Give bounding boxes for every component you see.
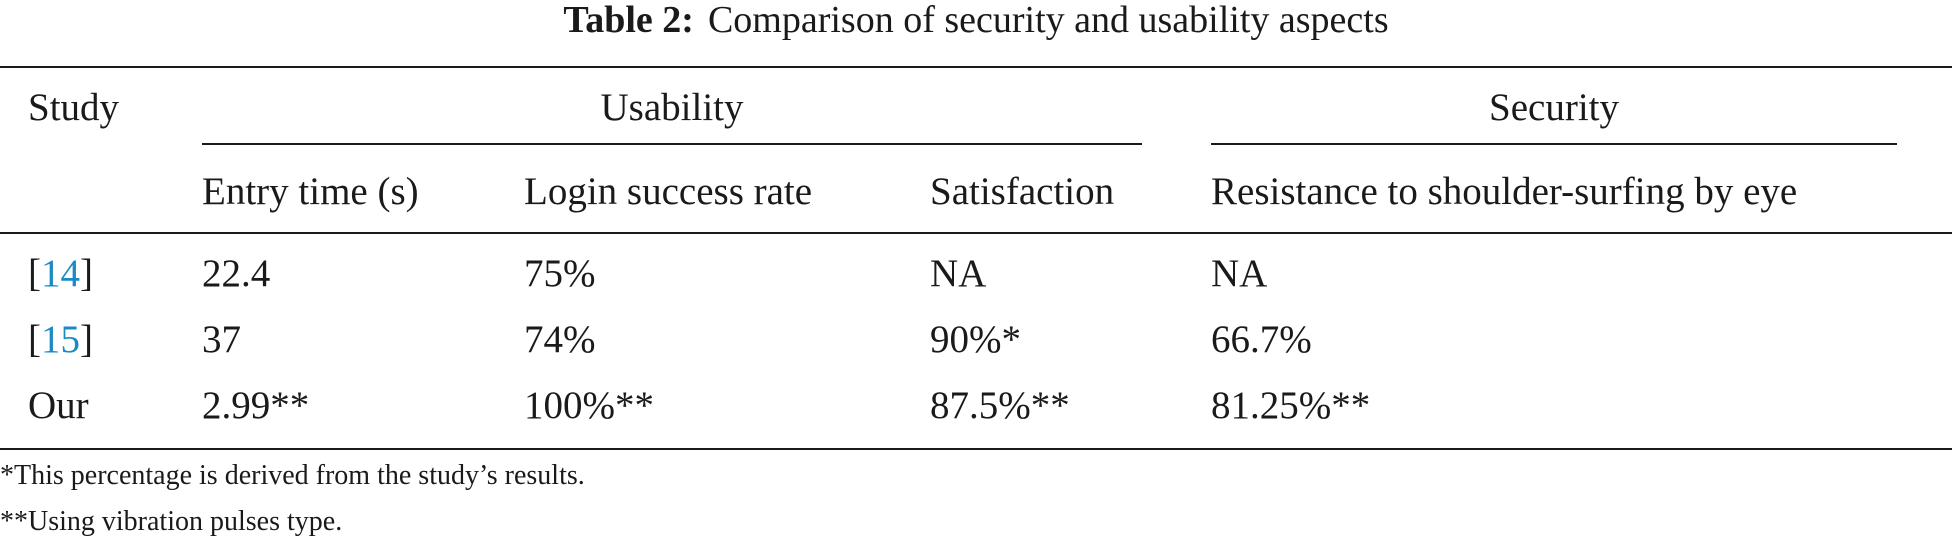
header-group-security: Security [1489, 86, 1619, 129]
table-row-study: Our [28, 384, 89, 427]
header-group-usability: Usability [600, 86, 744, 129]
bracket-open: [ [28, 252, 41, 295]
table-cell-login-success-rate: 75% [524, 252, 596, 295]
table-cell-satisfaction: 90%* [930, 318, 1021, 361]
footnote-derived-percentage: *This percentage is derived from the stu… [0, 460, 585, 491]
header-satisfaction: Satisfaction [930, 170, 1115, 213]
header-shoulder-surfing-resistance: Resistance to shoulder-surfing by eye [1211, 170, 1798, 213]
bracket-close: ] [80, 252, 93, 295]
security-group-rule [1211, 143, 1897, 145]
table-cell-entry-time: 37 [202, 318, 241, 361]
table-caption-text: Comparison of security and usability asp… [707, 0, 1389, 41]
table-cell-login-success-rate: 74% [524, 318, 596, 361]
table-bottom-rule [0, 448, 1952, 450]
header-login-success-rate: Login success rate [524, 170, 813, 213]
table-cell-shoulder-surfing-resistance: 81.25%** [1211, 384, 1371, 427]
table-cell-login-success-rate: 100%** [524, 384, 654, 427]
table-cell-entry-time: 2.99** [202, 384, 310, 427]
table-row-study: [15] [28, 318, 93, 362]
bracket-open: [ [28, 318, 41, 361]
reference-link-14[interactable]: 14 [41, 252, 80, 295]
reference-link-15[interactable]: 15 [41, 318, 80, 361]
usability-group-rule [202, 143, 1142, 145]
header-study: Study [28, 86, 120, 129]
footnote-vibration-pulses: **Using vibration pulses type. [0, 506, 343, 537]
table-cell-shoulder-surfing-resistance: NA [1211, 252, 1268, 295]
table-caption: Table 2: Comparison of security and usabi… [0, 0, 1952, 40]
table-caption-label: Table 2: [563, 0, 694, 41]
table-cell-satisfaction: 87.5%** [930, 384, 1070, 427]
table-row-study: [14] [28, 252, 93, 296]
bracket-close: ] [80, 318, 93, 361]
table-top-rule [0, 66, 1952, 68]
table-header-rule [0, 232, 1952, 234]
table-cell-satisfaction: NA [930, 252, 987, 295]
table-cell-entry-time: 22.4 [202, 252, 271, 295]
header-entry-time: Entry time (s) [202, 170, 419, 213]
table-cell-shoulder-surfing-resistance: 66.7% [1211, 318, 1312, 361]
